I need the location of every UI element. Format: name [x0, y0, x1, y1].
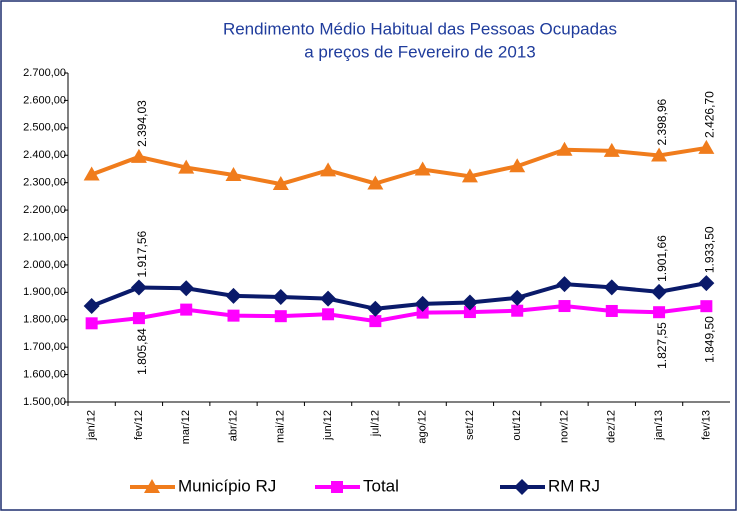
marker	[367, 175, 384, 190]
marker	[514, 479, 530, 495]
marker	[320, 290, 337, 307]
marker	[698, 139, 715, 154]
chart-title: Rendimento Médio Habitual das Pessoas Oc…	[223, 19, 617, 38]
marker	[414, 295, 431, 312]
x-tick-label: abr/12	[227, 410, 239, 441]
x-tick-label: jul/12	[369, 410, 381, 437]
marker	[463, 306, 476, 319]
marker	[369, 315, 382, 328]
marker	[83, 298, 100, 315]
y-tick-label: 2.100,00	[23, 231, 66, 243]
marker	[331, 481, 343, 493]
y-tick-label: 2.200,00	[23, 204, 66, 216]
y-tick-label: 2.300,00	[23, 177, 66, 189]
data-label: 1.827,55	[655, 322, 669, 369]
series-line	[90, 145, 707, 187]
marker	[509, 289, 526, 306]
marker	[180, 303, 193, 316]
series-line	[91, 304, 707, 326]
marker	[651, 147, 668, 162]
data-label: 2.426,70	[703, 91, 717, 138]
marker	[322, 308, 335, 321]
marker	[509, 158, 526, 173]
y-tick-label: 1.500,00	[23, 396, 66, 408]
marker	[603, 279, 620, 296]
legend-label: RM RJ	[548, 476, 600, 495]
data-label: 2.394,03	[135, 100, 149, 147]
marker	[225, 287, 242, 304]
marker	[178, 159, 195, 174]
x-tick-label: mai/12	[275, 410, 287, 443]
x-tick-label: jan/13	[653, 410, 665, 441]
marker	[511, 304, 524, 317]
x-tick-label: out/12	[511, 410, 523, 441]
marker	[700, 300, 713, 313]
y-tick-label: 2.400,00	[23, 149, 66, 161]
data-label: 1.917,56	[135, 230, 149, 277]
legend-label: Município RJ	[178, 476, 276, 495]
marker	[605, 304, 618, 317]
data-label: 1.933,50	[703, 226, 717, 273]
y-tick-label: 2.700,00	[23, 67, 66, 79]
marker	[416, 306, 429, 319]
marker	[225, 166, 242, 181]
marker	[653, 306, 666, 319]
marker	[85, 317, 98, 330]
x-tick-label: fev/12	[133, 410, 145, 440]
y-tick-label: 2.600,00	[23, 94, 66, 106]
marker	[130, 279, 147, 296]
x-tick-label: nov/12	[558, 410, 570, 443]
marker	[556, 276, 573, 293]
marker	[367, 300, 384, 317]
marker	[461, 294, 478, 311]
x-tick-label: dez/12	[606, 410, 618, 443]
marker	[320, 162, 337, 177]
marker	[130, 148, 147, 163]
marker	[556, 141, 573, 156]
y-tick-label: 2.500,00	[23, 122, 66, 134]
marker	[178, 280, 195, 297]
marker	[651, 283, 668, 300]
x-tick-label: jun/12	[322, 410, 334, 441]
marker	[461, 168, 478, 183]
y-tick-label: 1.800,00	[23, 314, 66, 326]
x-tick-label: fev/13	[700, 410, 712, 440]
marker	[272, 288, 289, 305]
data-label: 1.849,50	[703, 316, 717, 363]
marker	[698, 275, 715, 292]
y-tick-label: 1.600,00	[23, 368, 66, 380]
marker	[144, 479, 160, 493]
marker	[558, 300, 571, 313]
y-tick-label: 2.000,00	[23, 259, 66, 271]
data-label: 1.901,66	[655, 235, 669, 282]
chart-subtitle: a preços de Fevereiro de 2013	[304, 42, 536, 61]
x-tick-label: set/12	[464, 410, 476, 440]
marker	[132, 312, 145, 325]
y-tick-label: 1.900,00	[23, 286, 66, 298]
legend-label: Total	[363, 476, 399, 495]
series-line	[90, 281, 707, 311]
x-tick-label: jan/12	[86, 410, 98, 441]
marker	[603, 142, 620, 157]
marker	[227, 309, 240, 322]
marker	[272, 176, 289, 191]
y-tick-label: 1.700,00	[23, 341, 66, 353]
marker	[274, 310, 287, 323]
x-tick-label: ago/12	[417, 410, 429, 444]
marker	[414, 161, 431, 176]
data-label: 1.805,84	[135, 328, 149, 375]
data-label: 2.398,96	[655, 98, 669, 145]
x-tick-label: mar/12	[180, 410, 192, 444]
marker	[83, 166, 100, 181]
